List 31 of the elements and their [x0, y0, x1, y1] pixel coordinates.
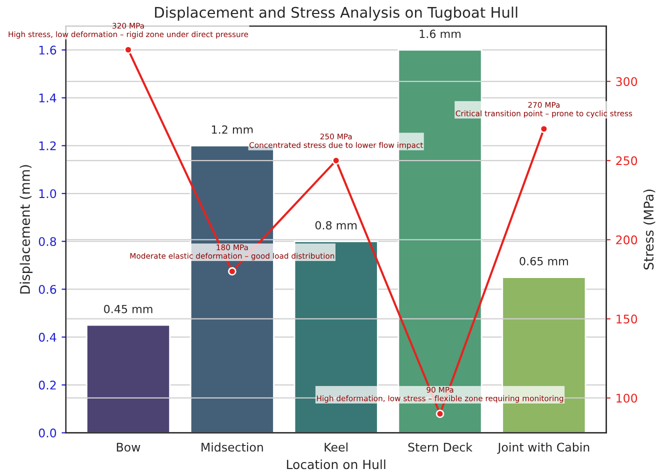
x-tick-label: Keel — [324, 442, 348, 452]
x-tick-label: Stern Deck — [408, 442, 472, 452]
y2-tick-label: 150 — [616, 314, 638, 324]
y2-tick-label: 200 — [616, 235, 638, 244]
x-tick-label: Bow — [116, 442, 140, 452]
point — [436, 410, 444, 418]
y-tick-label: 1.0 — [39, 189, 56, 198]
y-tick-label: 1.4 — [39, 94, 56, 102]
x-axis-title: Location on Hull — [286, 460, 386, 470]
data-label: 0.45 mm — [104, 304, 152, 314]
point — [228, 267, 236, 276]
y-tick-label: 1.6 — [39, 46, 56, 55]
y-tick-label: 0.6 — [38, 284, 56, 294]
y2-tick-label: 100 — [616, 394, 638, 403]
y-tick-label: 0.8 — [38, 237, 56, 246]
data-label: 0.65 mm — [520, 256, 568, 266]
data-label: 0.8 mm — [315, 221, 357, 230]
y-tick-label: 0.4 — [38, 332, 56, 342]
x-tick-label: Midsection — [202, 442, 263, 452]
chart-title: Displacement and Stress Analysis on Tugboat Hull — [155, 6, 518, 21]
y-tick-label: 1.2 — [39, 141, 56, 150]
y-axis-title: Displacement (mm) — [20, 165, 33, 294]
y-tick-label: 0.2 — [38, 380, 56, 390]
data-label: 1.6 mm — [420, 30, 460, 38]
data-label: 1.2 mm — [212, 125, 253, 134]
y2-axis-title: Stress (MPa) — [643, 190, 656, 270]
y2-tick-label: 250 — [616, 156, 638, 166]
y2-tick-label: 300 — [616, 77, 638, 86]
bar — [86, 324, 171, 433]
x-tick-label: Joint with Cabin — [497, 442, 590, 454]
y-tick-label: 0.0 — [38, 428, 56, 438]
